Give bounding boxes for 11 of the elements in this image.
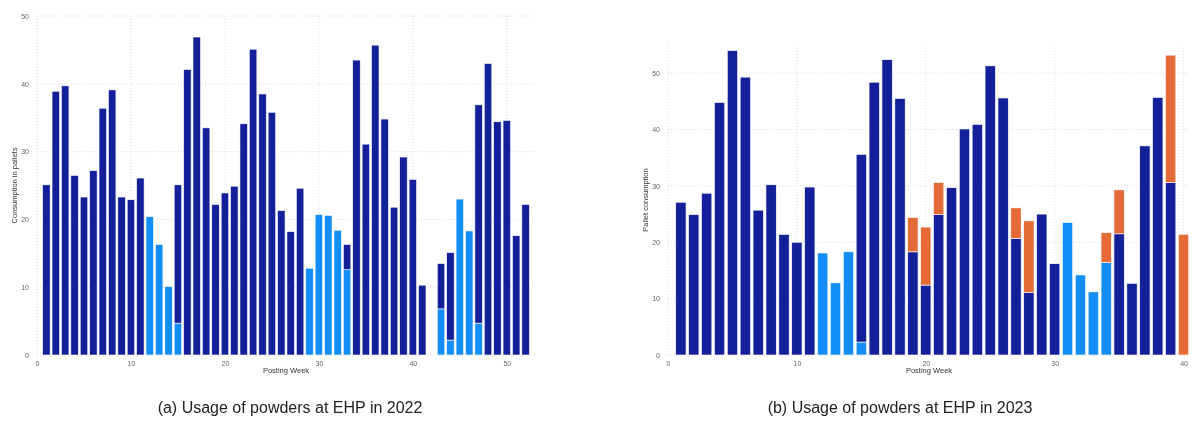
bar [1178,234,1190,356]
bar [726,50,738,356]
text: (b) Usage of powders at EHP in 2023 [767,399,1033,416]
bar [1074,274,1086,356]
bar [946,187,958,356]
bar [1062,222,1074,356]
text: (a) Usage of powders at EHP in 2022 [157,399,423,416]
bar [830,282,842,356]
bar [714,102,726,356]
bar [842,251,854,356]
bar [958,128,970,356]
